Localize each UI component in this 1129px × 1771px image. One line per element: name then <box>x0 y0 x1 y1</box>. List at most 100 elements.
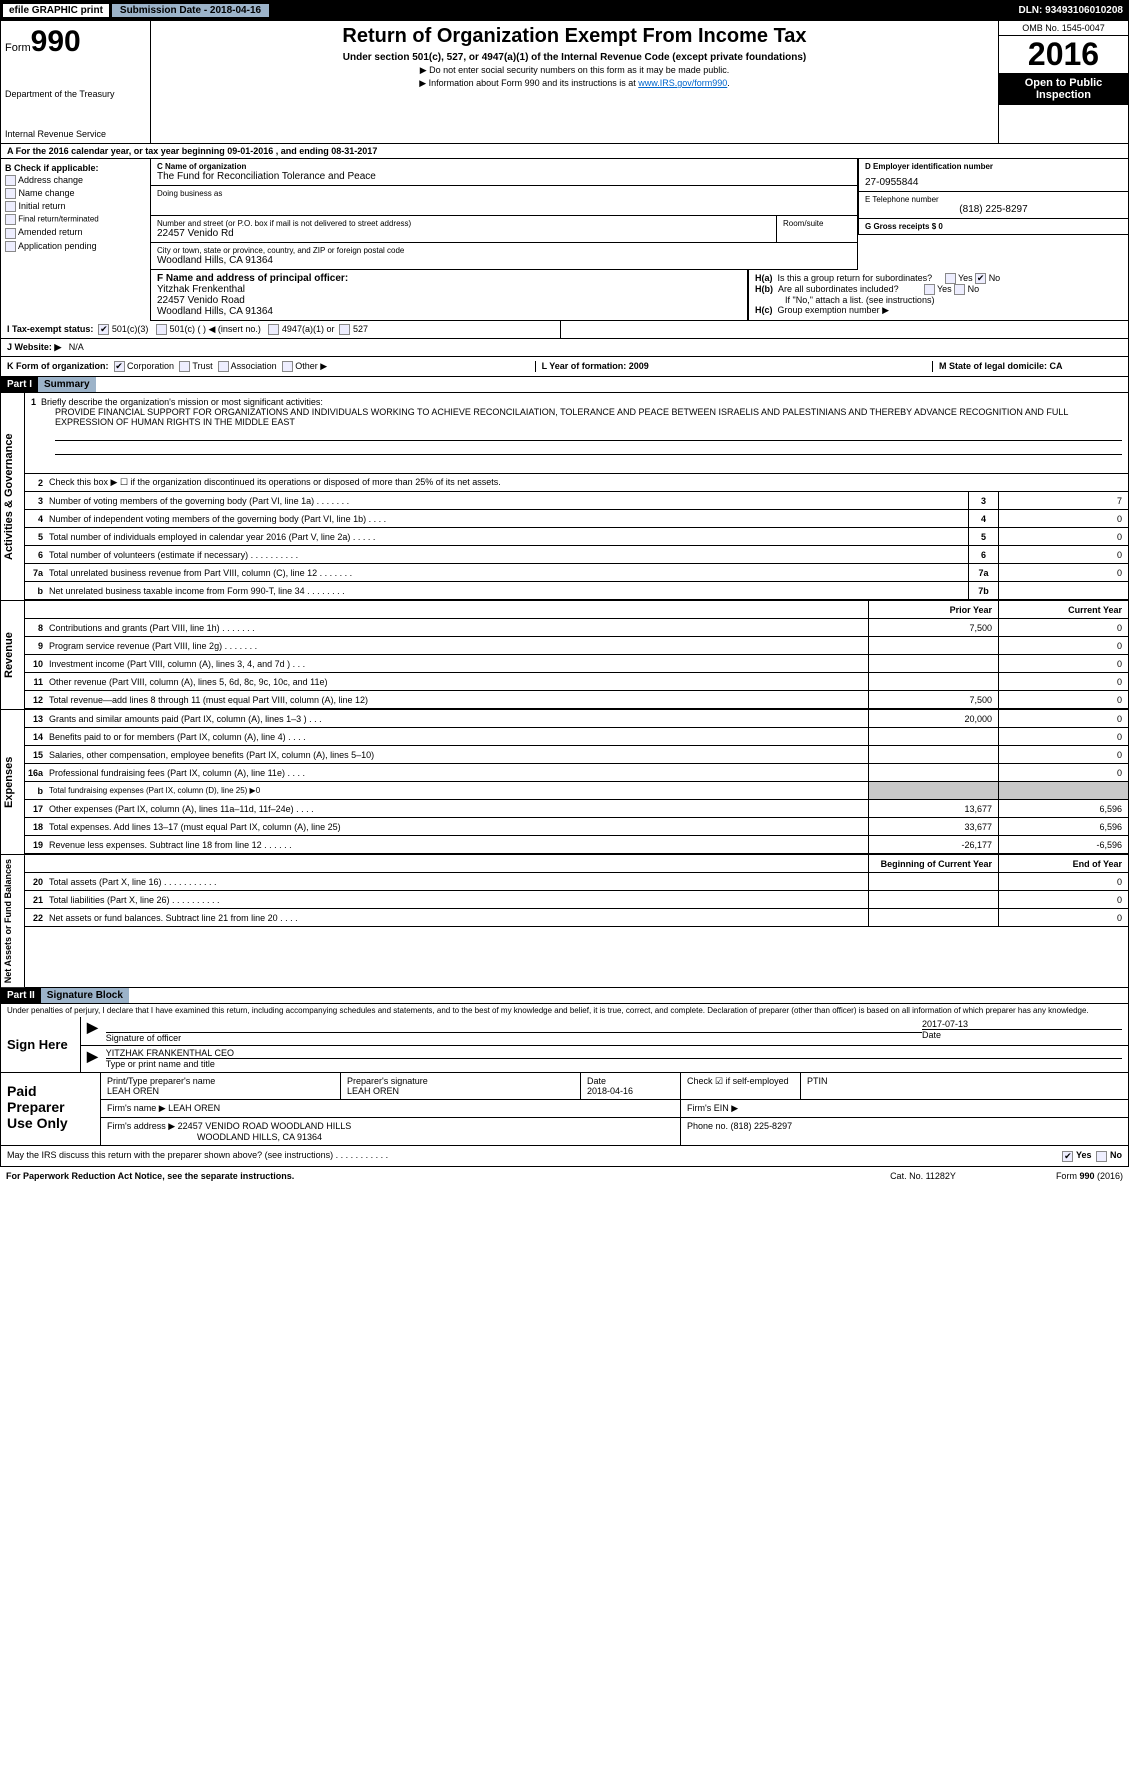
col-b-header: B Check if applicable: <box>5 163 146 173</box>
line1-lbl: Briefly describe the organization's miss… <box>41 397 323 407</box>
tab-netassets: Net Assets or Fund Balances <box>1 855 25 987</box>
hb-no[interactable] <box>954 284 965 295</box>
firm-name: LEAH OREN <box>168 1103 220 1113</box>
ha-no[interactable] <box>975 273 986 284</box>
form-note1: ▶ Do not enter social security numbers o… <box>161 65 988 76</box>
addr-lbl: Number and street (or P.O. box if mail i… <box>157 219 770 228</box>
no1: No <box>989 273 1001 283</box>
chk-4947[interactable] <box>268 324 279 335</box>
chk-initial[interactable] <box>5 201 16 212</box>
efile-btn[interactable]: efile GRAPHIC print <box>2 3 110 18</box>
hb-lbl: H(b) <box>755 284 773 294</box>
form-subtitle: Under section 501(c), 527, or 4947(a)(1)… <box>161 52 988 63</box>
chk-501c[interactable] <box>156 324 167 335</box>
prep-date: 2018-04-16 <box>587 1086 674 1096</box>
row-a: A For the 2016 calendar year, or tax yea… <box>0 144 1129 159</box>
chk-corp[interactable] <box>114 361 125 372</box>
chk-pending[interactable] <box>5 241 16 252</box>
tab-expenses: Expenses <box>1 710 25 854</box>
firm-phone: Phone no. (818) 225-8297 <box>681 1118 1128 1145</box>
hb-yes[interactable] <box>924 284 935 295</box>
sig-officer-lbl: Signature of officer <box>106 1033 181 1043</box>
ha-lbl: H(a) <box>755 273 773 283</box>
omb-number: OMB No. 1545-0047 <box>999 21 1128 36</box>
chk-trust[interactable] <box>179 361 190 372</box>
penalty-text: Under penalties of perjury, I declare th… <box>0 1004 1129 1017</box>
part1-hdr: Part I <box>1 377 38 392</box>
form-number: 990 <box>31 25 81 58</box>
part2-hdr: Part II <box>1 988 41 1003</box>
officer-addr1: 22457 Venido Road <box>157 295 741 306</box>
lbl-final: Final return/terminated <box>18 215 98 224</box>
city-val: Woodland Hills, CA 91364 <box>157 255 851 266</box>
lbl-pending: Application pending <box>18 241 97 251</box>
submission-date: Submission Date - 2018-04-16 <box>112 4 269 17</box>
lbl-amended: Amended return <box>18 227 83 237</box>
firm-ein-lbl: Firm's EIN ▶ <box>681 1100 1128 1117</box>
line2: Check this box ▶ ☐ if the organization d… <box>49 475 1128 490</box>
cat-no: Cat. No. 11282Y <box>890 1171 956 1181</box>
open-public2: Inspection <box>1036 89 1091 101</box>
discuss-no: No <box>1110 1150 1122 1160</box>
discuss-no-chk[interactable] <box>1096 1151 1107 1162</box>
opt-501c3: 501(c)(3) <box>112 324 149 334</box>
officer-name: Yitzhak Frenkenthal <box>157 284 741 295</box>
chk-name[interactable] <box>5 188 16 199</box>
paid-preparer: Paid Preparer Use Only <box>1 1073 101 1145</box>
c-name-lbl: C Name of organization <box>157 162 851 171</box>
prep-date-lbl: Date <box>587 1076 674 1086</box>
irs-link[interactable]: www.IRS.gov/form990 <box>638 78 727 88</box>
yes2: Yes <box>937 284 952 294</box>
discuss-q: May the IRS discuss this return with the… <box>7 1150 388 1161</box>
discuss-yes-chk[interactable] <box>1062 1151 1073 1162</box>
hc-txt: Group exemption number ▶ <box>778 305 889 315</box>
m-state: M State of legal domicile: CA <box>939 361 1063 371</box>
k-lbl: K Form of organization: <box>7 361 109 371</box>
chk-amended[interactable] <box>5 228 16 239</box>
hb-txt: Are all subordinates included? <box>778 284 899 294</box>
main-grid: B Check if applicable: Address change Na… <box>0 159 1129 321</box>
chk-527[interactable] <box>339 324 350 335</box>
col-beg: Beginning of Current Year <box>868 855 998 872</box>
chk-address[interactable] <box>5 175 16 186</box>
dept-irs: Internal Revenue Service <box>5 129 146 139</box>
lbl-name: Name change <box>19 188 75 198</box>
col-current: Current Year <box>998 601 1128 618</box>
lbl-address: Address change <box>18 175 83 185</box>
i-lbl: I Tax-exempt status: <box>7 324 93 334</box>
discuss-yes: Yes <box>1076 1150 1092 1160</box>
opt-527: 527 <box>353 324 368 334</box>
website-val: N/A <box>69 342 84 352</box>
sign-here: Sign Here <box>1 1017 81 1072</box>
tab-activities: Activities & Governance <box>1 393 25 600</box>
lbl-initial: Initial return <box>19 201 66 211</box>
prep-name-lbl: Print/Type preparer's name <box>107 1076 334 1086</box>
officer-printed: YITZHAK FRANKENTHAL CEO <box>106 1048 1122 1059</box>
hb-note: If "No," attach a list. (see instruction… <box>755 295 1122 305</box>
d-ein-lbl: D Employer identification number <box>865 162 1122 171</box>
tab-revenue: Revenue <box>1 601 25 709</box>
chk-other[interactable] <box>282 361 293 372</box>
chk-final[interactable] <box>5 214 16 225</box>
ptin-lbl: PTIN <box>801 1073 1128 1099</box>
g-receipts: G Gross receipts $ 0 <box>865 222 1122 231</box>
ha-yes[interactable] <box>945 273 956 284</box>
open-public1: Open to Public <box>1025 77 1103 89</box>
tax-year: 2016 <box>999 36 1128 73</box>
prep-sig-lbl: Preparer's signature <box>347 1076 574 1086</box>
j-lbl: J Website: ▶ <box>7 342 61 352</box>
form-header: Form990 Department of the Treasury Inter… <box>0 20 1129 144</box>
sig-date: 2017-07-13 <box>922 1019 1122 1030</box>
chk-assoc[interactable] <box>218 361 229 372</box>
form-prefix: Form <box>5 42 31 54</box>
officer-printed-lbl: Type or print name and title <box>106 1059 215 1069</box>
phone-val: (818) 225-8297 <box>865 204 1122 215</box>
dept-treasury: Department of the Treasury <box>5 89 146 99</box>
hc-lbl: H(c) <box>755 305 773 315</box>
prep-name: LEAH OREN <box>107 1086 334 1096</box>
sig-date-lbl: Date <box>922 1030 941 1040</box>
l-year: L Year of formation: 2009 <box>542 361 649 371</box>
prep-sig: LEAH OREN <box>347 1086 574 1096</box>
chk-501c3[interactable] <box>98 324 109 335</box>
dln: DLN: 93493106010208 <box>1018 5 1129 16</box>
